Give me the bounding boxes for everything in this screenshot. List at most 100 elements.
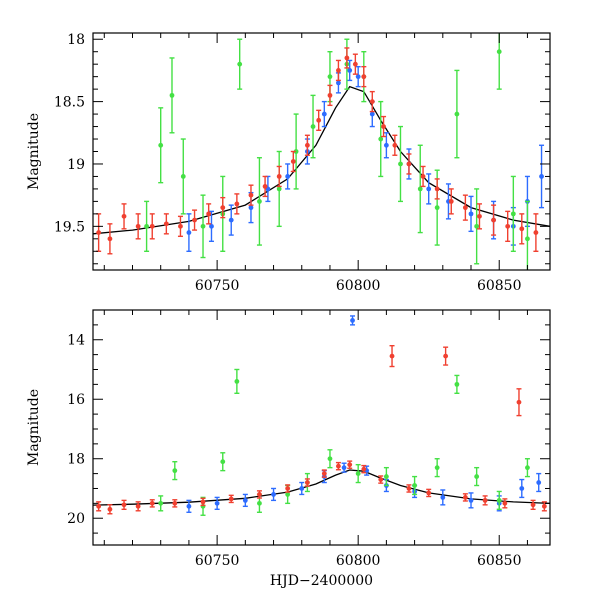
data-point	[290, 159, 296, 164]
data-point	[321, 471, 327, 477]
series-1	[144, 33, 530, 270]
model-curve	[93, 469, 550, 506]
data-point	[383, 142, 389, 148]
data-point	[541, 503, 547, 509]
y-tick-label: 14	[67, 333, 85, 349]
data-point	[107, 236, 113, 242]
data-point	[454, 381, 460, 387]
data-point	[248, 205, 254, 211]
x-tick-label: 60800	[336, 278, 381, 294]
y-tick-label: 18	[67, 32, 85, 48]
data-point	[316, 117, 322, 123]
data-point	[406, 161, 412, 167]
y-tick-label: 19.5	[54, 219, 85, 235]
data-point	[180, 174, 186, 179]
x-tick-label: 60850	[477, 553, 522, 569]
data-point	[149, 223, 155, 229]
data-point	[285, 486, 291, 491]
data-point	[186, 503, 192, 509]
data-point	[285, 174, 291, 179]
data-point	[257, 198, 262, 204]
data-point	[158, 500, 164, 506]
series-1	[158, 368, 530, 516]
data-point	[519, 226, 525, 232]
data-point	[276, 174, 282, 179]
data-point	[482, 497, 488, 503]
y-tick-label: 19	[67, 157, 85, 173]
data-point	[381, 124, 386, 129]
plot-area	[93, 315, 550, 516]
data-point	[304, 142, 310, 148]
data-point	[426, 490, 432, 496]
axes-frame	[92, 32, 551, 271]
data-point	[462, 205, 468, 211]
data-point	[121, 502, 127, 508]
data-point	[158, 142, 164, 148]
data-point	[434, 205, 440, 211]
data-point	[172, 500, 178, 506]
data-point	[462, 495, 468, 500]
data-point	[378, 477, 384, 482]
x-tick-label: 60850	[477, 278, 522, 294]
data-point	[234, 201, 240, 207]
data-point	[530, 502, 536, 508]
data-point	[257, 500, 262, 506]
data-point	[336, 80, 341, 86]
data-point	[468, 211, 474, 217]
data-point	[336, 68, 341, 73]
data-point	[149, 500, 155, 506]
data-point	[539, 174, 544, 179]
data-point	[214, 500, 220, 506]
data-point	[369, 99, 375, 105]
data-point	[525, 236, 530, 242]
data-point	[525, 465, 530, 471]
top-panel: 60750 60800 60850 18 18.5 19 19.5 Magnitude	[26, 32, 551, 294]
data-point	[234, 378, 240, 384]
data-point	[448, 198, 454, 204]
axes-frame	[92, 309, 551, 546]
data-point	[347, 68, 353, 73]
data-point	[519, 486, 525, 491]
data-point	[491, 217, 496, 223]
data-point	[96, 503, 102, 509]
bottom-panel: 60750 60800 60850 14 16 18 20 Magnitude HJD−2400…	[26, 309, 551, 589]
data-point	[516, 399, 522, 405]
data-point	[144, 223, 149, 229]
data-point	[172, 468, 178, 474]
data-point	[341, 465, 347, 471]
data-point	[186, 230, 192, 235]
data-point	[327, 74, 333, 80]
data-point	[327, 92, 333, 98]
data-point	[454, 111, 460, 117]
data-point	[107, 506, 113, 512]
data-point	[496, 497, 502, 503]
data-point	[293, 149, 299, 154]
y-tick-label: 18	[67, 452, 85, 468]
data-point	[336, 463, 341, 469]
x-tick-label: 60750	[195, 278, 240, 294]
data-point	[369, 111, 375, 117]
y-axis-label: Magnitude	[26, 113, 42, 190]
data-point	[434, 465, 440, 471]
data-point	[533, 230, 539, 235]
data-point	[383, 474, 389, 479]
data-point	[389, 353, 395, 359]
data-point	[96, 230, 102, 235]
data-point	[392, 142, 398, 148]
data-point	[355, 471, 361, 477]
data-point	[271, 492, 276, 497]
data-point	[417, 186, 423, 192]
x-tick-label: 60750	[195, 553, 240, 569]
data-point	[440, 495, 446, 500]
data-point	[304, 480, 310, 485]
series-0	[186, 315, 542, 513]
data-point	[536, 480, 542, 485]
y-tick-label: 18.5	[54, 95, 85, 111]
data-point	[220, 205, 226, 211]
y-axis-label: Magnitude	[26, 389, 42, 466]
data-point	[412, 483, 417, 488]
data-point	[352, 61, 358, 67]
data-point	[344, 55, 350, 61]
data-point	[321, 111, 327, 117]
